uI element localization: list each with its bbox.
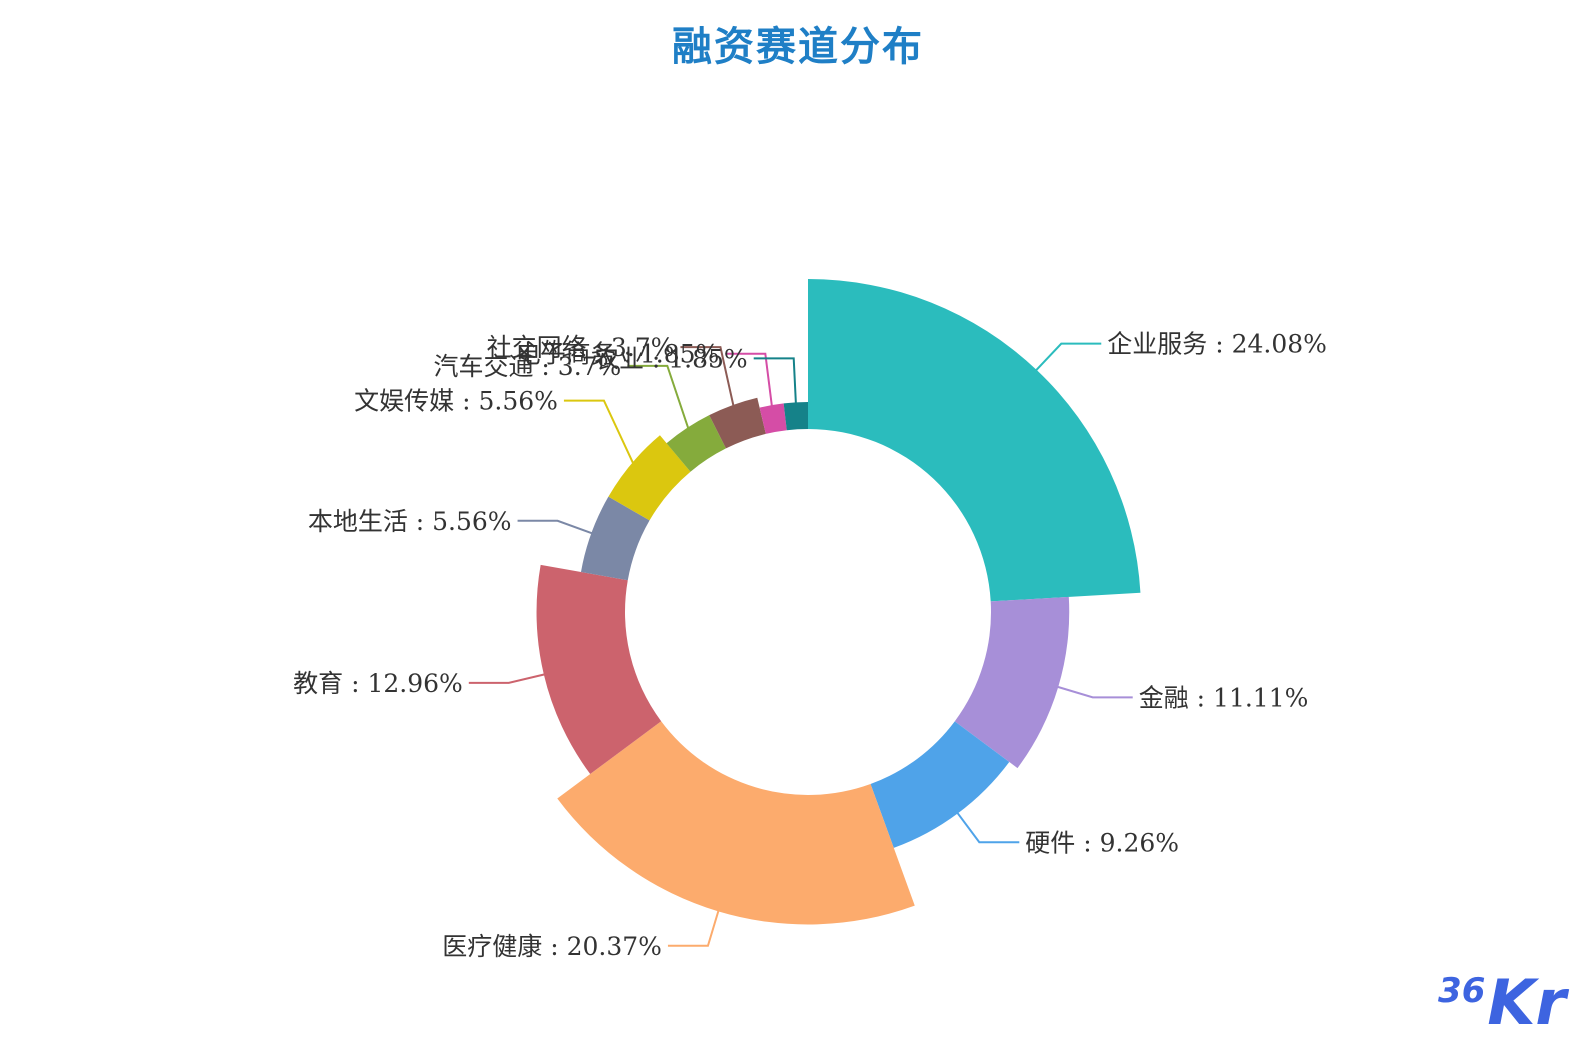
slice-4-label: 教育 : 12.96%	[293, 669, 463, 698]
slice-8-wedge	[709, 397, 766, 449]
logo-number: 36	[1438, 971, 1486, 1011]
slice-7-label: 汽车交通 : 3.7%	[433, 352, 621, 381]
slice-6-leader-line	[563, 399, 636, 467]
slice-9-leader-line	[725, 352, 774, 410]
slice-3-wedge	[557, 721, 915, 925]
slice-2-wedge	[870, 721, 1010, 848]
slice-3-leader-line	[667, 907, 721, 947]
chart-title: 融资赛道分布	[672, 23, 924, 70]
slice-8-label: 社交网络 : 3.7%	[487, 333, 675, 362]
leader-lines-group	[468, 342, 1133, 947]
36kr-logo: 36 Kr	[1438, 972, 1566, 1034]
slice-4-wedge	[536, 564, 662, 775]
slice-10-leader-line	[753, 357, 798, 407]
slice-7-wedge	[666, 415, 726, 472]
slice-5-label: 本地生活 : 5.56%	[308, 507, 512, 536]
slice-0-label: 企业服务 : 24.08%	[1107, 330, 1327, 359]
slice-9-label: 电子商务 : 1.85%	[516, 340, 720, 369]
slice-10-label: 农业 : 1.85%	[594, 344, 748, 373]
slice-6-label: 文娱传媒 : 5.56%	[354, 387, 558, 416]
slice-5-wedge	[580, 496, 650, 581]
labels-group: 企业服务 : 24.08% 金融 : 11.11% 硬件 : 9.26% 医疗健康 :…	[293, 330, 1327, 961]
slice-8-leader-line	[680, 346, 736, 409]
slice-0-leader-line	[1033, 342, 1102, 374]
slice-9-wedge	[759, 403, 787, 434]
slice-2-leader-line	[954, 809, 1020, 844]
slice-10-wedge	[783, 402, 808, 431]
slice-4-leader-line	[468, 672, 548, 684]
slice-6-wedge	[608, 435, 691, 521]
slice-1-leader-line	[1054, 684, 1133, 699]
slices-group	[536, 279, 1141, 925]
slice-0-wedge	[808, 279, 1141, 602]
slice-2-label: 硬件 : 9.26%	[1025, 828, 1179, 857]
slice-7-leader-line	[627, 364, 691, 432]
slice-3-label: 医疗健康 : 20.37%	[442, 932, 662, 961]
slice-1-wedge	[954, 596, 1070, 769]
slice-5-leader-line	[517, 519, 596, 536]
slice-1-label: 金融 : 11.11%	[1139, 683, 1309, 712]
logo-kr: Kr	[1487, 966, 1566, 1039]
